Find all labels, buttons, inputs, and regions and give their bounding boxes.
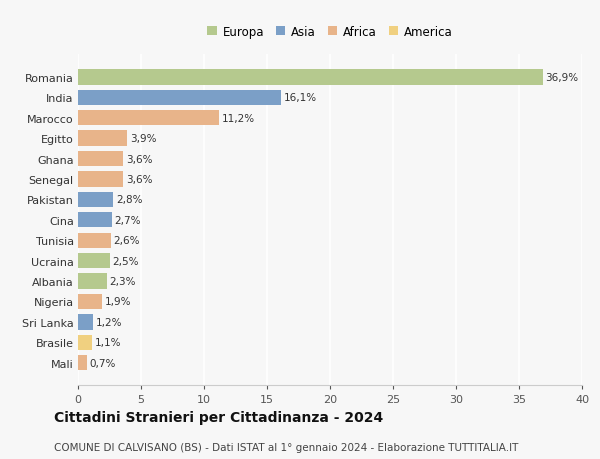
- Bar: [78, 233, 111, 248]
- Bar: [78, 314, 93, 330]
- Text: 3,6%: 3,6%: [126, 154, 152, 164]
- Bar: [78, 70, 543, 85]
- Text: 1,2%: 1,2%: [95, 317, 122, 327]
- Text: 1,1%: 1,1%: [94, 337, 121, 347]
- Text: 2,6%: 2,6%: [113, 236, 140, 246]
- Text: 36,9%: 36,9%: [545, 73, 578, 83]
- Bar: [78, 274, 107, 289]
- Legend: Europa, Asia, Africa, America: Europa, Asia, Africa, America: [203, 21, 458, 44]
- Text: 16,1%: 16,1%: [283, 93, 317, 103]
- Text: 2,3%: 2,3%: [110, 276, 136, 286]
- Text: Cittadini Stranieri per Cittadinanza - 2024: Cittadini Stranieri per Cittadinanza - 2…: [54, 411, 383, 425]
- Text: 2,7%: 2,7%: [115, 215, 141, 225]
- Bar: [78, 151, 124, 167]
- Text: 3,6%: 3,6%: [126, 174, 152, 185]
- Bar: [78, 172, 124, 187]
- Bar: [78, 111, 219, 126]
- Bar: [78, 90, 281, 106]
- Text: 11,2%: 11,2%: [221, 113, 255, 123]
- Bar: [78, 253, 110, 269]
- Text: 2,8%: 2,8%: [116, 195, 142, 205]
- Bar: [78, 192, 113, 207]
- Bar: [78, 213, 112, 228]
- Bar: [78, 335, 92, 350]
- Bar: [78, 131, 127, 146]
- Bar: [78, 355, 87, 370]
- Text: 1,9%: 1,9%: [104, 297, 131, 307]
- Text: COMUNE DI CALVISANO (BS) - Dati ISTAT al 1° gennaio 2024 - Elaborazione TUTTITAL: COMUNE DI CALVISANO (BS) - Dati ISTAT al…: [54, 442, 518, 452]
- Bar: [78, 294, 102, 309]
- Text: 0,7%: 0,7%: [89, 358, 116, 368]
- Text: 3,9%: 3,9%: [130, 134, 156, 144]
- Text: 2,5%: 2,5%: [112, 256, 139, 266]
